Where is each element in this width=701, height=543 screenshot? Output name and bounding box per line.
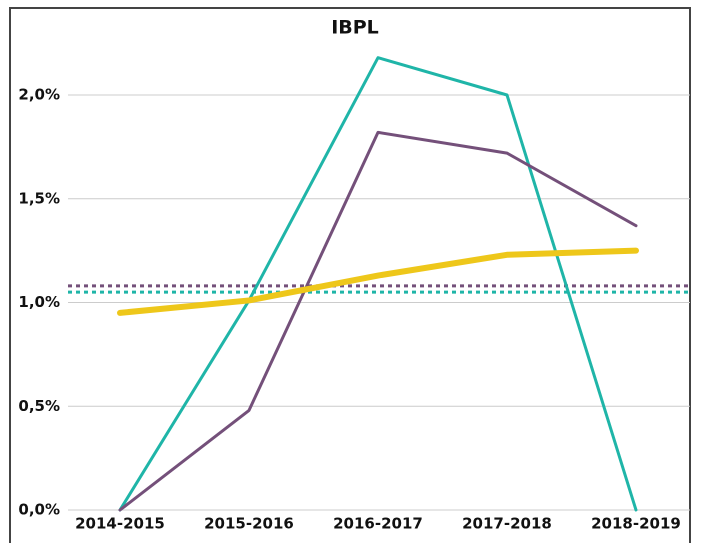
x-tick-label: 2016-2017 (333, 515, 423, 533)
x-tick-label: 2014-2015 (75, 515, 165, 533)
series-line (118, 56, 638, 512)
x-tick-label: 2018-2019 (591, 515, 681, 533)
y-tick-label: 0,5% (18, 397, 60, 415)
y-tick-label: 0,0% (18, 501, 60, 519)
series-line (117, 247, 639, 316)
series-line (118, 130, 638, 512)
y-tick-label: 1,0% (18, 293, 60, 311)
y-tick-label: 1,5% (18, 189, 60, 207)
x-tick-label: 2015-2016 (204, 515, 294, 533)
chart-title: IBPL (331, 17, 379, 39)
y-tick-label: 2,0% (18, 86, 60, 104)
x-tick-label: 2017-2018 (462, 515, 552, 533)
frame (9, 7, 691, 543)
